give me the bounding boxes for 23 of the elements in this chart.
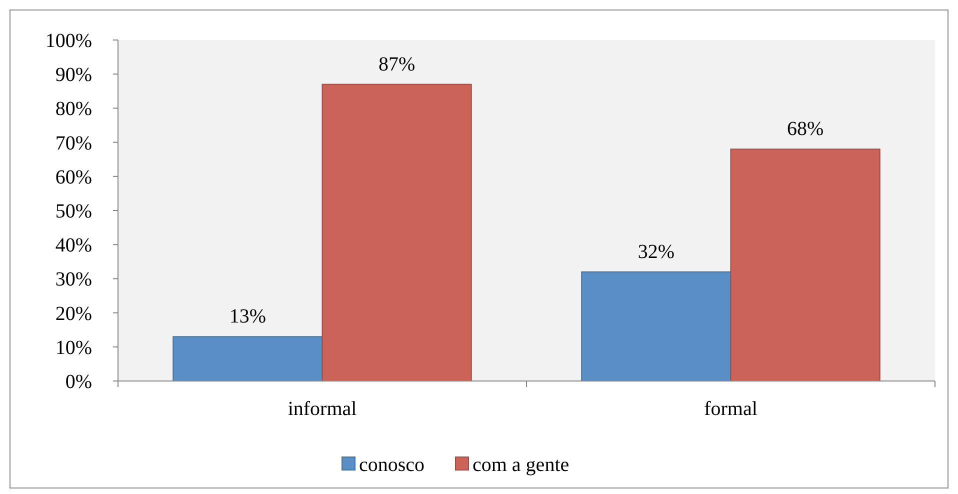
- y-tick-label: 20%: [55, 302, 92, 325]
- y-tick-label: 40%: [55, 234, 92, 257]
- y-tick-label: 60%: [55, 166, 92, 188]
- y-tick-label: 10%: [55, 336, 92, 359]
- y-tick-label: 80%: [55, 98, 92, 120]
- bar: [172, 336, 323, 382]
- bar: [730, 148, 880, 382]
- bar: [322, 84, 472, 382]
- y-tick-label: 30%: [55, 268, 92, 291]
- legend-label: conosco: [359, 454, 425, 476]
- bar: [581, 271, 732, 382]
- data-label: 13%: [229, 306, 266, 328]
- data-label: 68%: [786, 118, 824, 140]
- y-tick-label: 50%: [55, 200, 92, 222]
- y-tick-label: 100%: [45, 30, 92, 52]
- y-tick-label: 0%: [65, 371, 92, 393]
- y-tick-label: 90%: [55, 64, 92, 86]
- data-label: 32%: [638, 240, 675, 263]
- legend-label: com a gente: [472, 454, 570, 476]
- y-tick-label: 70%: [55, 132, 92, 154]
- x-tick-label: informal: [288, 398, 358, 420]
- x-tick-label: formal: [704, 398, 758, 420]
- data-label: 87%: [378, 53, 416, 76]
